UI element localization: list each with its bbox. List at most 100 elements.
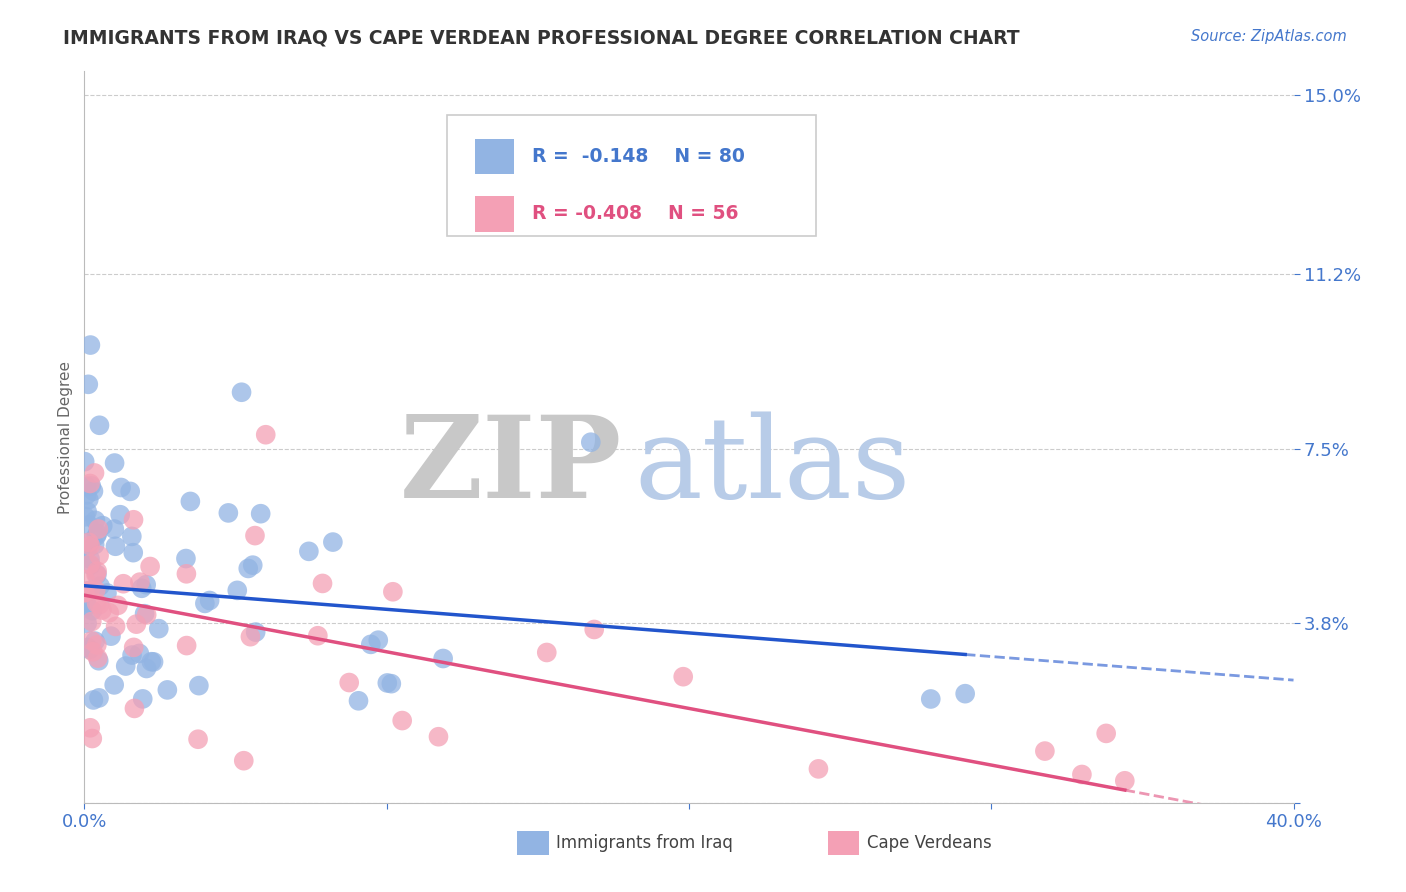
FancyBboxPatch shape — [517, 830, 548, 855]
Point — [375, 676, 398, 690]
Point — [1033, 744, 1056, 758]
Point — [77, 517, 100, 532]
Point — [360, 637, 382, 651]
Point — [536, 645, 558, 659]
Point — [76, 599, 98, 614]
Point — [1095, 726, 1118, 740]
Point — [141, 655, 163, 669]
Text: Cape Verdeans: Cape Verdeans — [866, 834, 991, 852]
Point — [86, 567, 108, 582]
Point — [129, 575, 152, 590]
Point — [98, 606, 121, 620]
Point — [135, 578, 157, 592]
Point — [84, 634, 107, 648]
Point — [103, 522, 125, 536]
Point — [80, 633, 103, 648]
Point — [583, 623, 606, 637]
Point — [84, 513, 107, 527]
FancyBboxPatch shape — [475, 196, 513, 232]
Point — [86, 564, 108, 578]
Point — [86, 529, 108, 543]
Point — [128, 647, 150, 661]
Point — [82, 645, 104, 659]
Point — [79, 642, 101, 657]
Point — [245, 625, 267, 640]
Point — [337, 675, 360, 690]
Point — [176, 639, 198, 653]
Point — [920, 692, 942, 706]
Point — [187, 732, 209, 747]
Text: IMMIGRANTS FROM IRAQ VS CAPE VERDEAN PROFESSIONAL DEGREE CORRELATION CHART: IMMIGRANTS FROM IRAQ VS CAPE VERDEAN PRO… — [63, 29, 1019, 47]
Point — [380, 676, 402, 690]
FancyBboxPatch shape — [447, 115, 815, 235]
Text: atlas: atlas — [634, 411, 911, 522]
Point — [76, 504, 98, 518]
Point — [249, 507, 271, 521]
Point — [1114, 773, 1136, 788]
Point — [132, 692, 155, 706]
Point — [79, 583, 101, 598]
Point — [1071, 767, 1094, 781]
Point — [135, 607, 157, 622]
Point — [73, 585, 96, 599]
Point — [122, 640, 145, 655]
Point — [381, 584, 404, 599]
Point — [124, 701, 146, 715]
Text: R =  -0.148    N = 80: R = -0.148 N = 80 — [531, 147, 745, 167]
Point — [194, 596, 217, 610]
Text: Source: ZipAtlas.com: Source: ZipAtlas.com — [1191, 29, 1347, 44]
Point — [367, 633, 389, 648]
Text: ZIP: ZIP — [401, 411, 623, 522]
Point — [174, 551, 197, 566]
Point — [142, 655, 165, 669]
Point — [156, 682, 179, 697]
Point — [104, 539, 127, 553]
Point — [322, 535, 344, 549]
Point — [198, 593, 221, 607]
Point — [242, 558, 264, 573]
Point — [131, 582, 153, 596]
Point — [121, 648, 143, 662]
Point — [579, 435, 602, 450]
Point — [96, 586, 118, 600]
Point — [89, 579, 111, 593]
Point — [75, 479, 97, 493]
Point — [112, 576, 135, 591]
Point — [176, 566, 198, 581]
Point — [239, 630, 262, 644]
Point — [73, 573, 96, 587]
Point — [75, 596, 97, 610]
Point — [76, 543, 98, 558]
Point — [77, 492, 100, 507]
Point — [77, 583, 100, 598]
Point — [108, 508, 131, 522]
Point — [82, 484, 104, 499]
Point — [427, 730, 450, 744]
Point — [254, 427, 277, 442]
Point — [87, 654, 110, 668]
Point — [83, 538, 105, 552]
Point — [232, 754, 254, 768]
Point — [80, 479, 103, 493]
Point — [82, 731, 104, 746]
Point — [120, 484, 142, 499]
Point — [103, 678, 125, 692]
Point — [83, 466, 105, 480]
Point — [87, 690, 110, 705]
Point — [298, 544, 321, 558]
Point — [87, 522, 110, 536]
Point — [807, 762, 830, 776]
Point — [84, 567, 107, 582]
Point — [82, 604, 104, 618]
Point — [110, 481, 132, 495]
Point — [125, 617, 148, 632]
Text: Immigrants from Iraq: Immigrants from Iraq — [555, 834, 733, 852]
Point — [79, 338, 101, 352]
Point — [76, 616, 98, 631]
Point — [76, 640, 98, 655]
Point — [87, 651, 110, 665]
Point — [243, 528, 266, 542]
Point — [100, 629, 122, 643]
Point — [73, 455, 96, 469]
Point — [86, 638, 108, 652]
